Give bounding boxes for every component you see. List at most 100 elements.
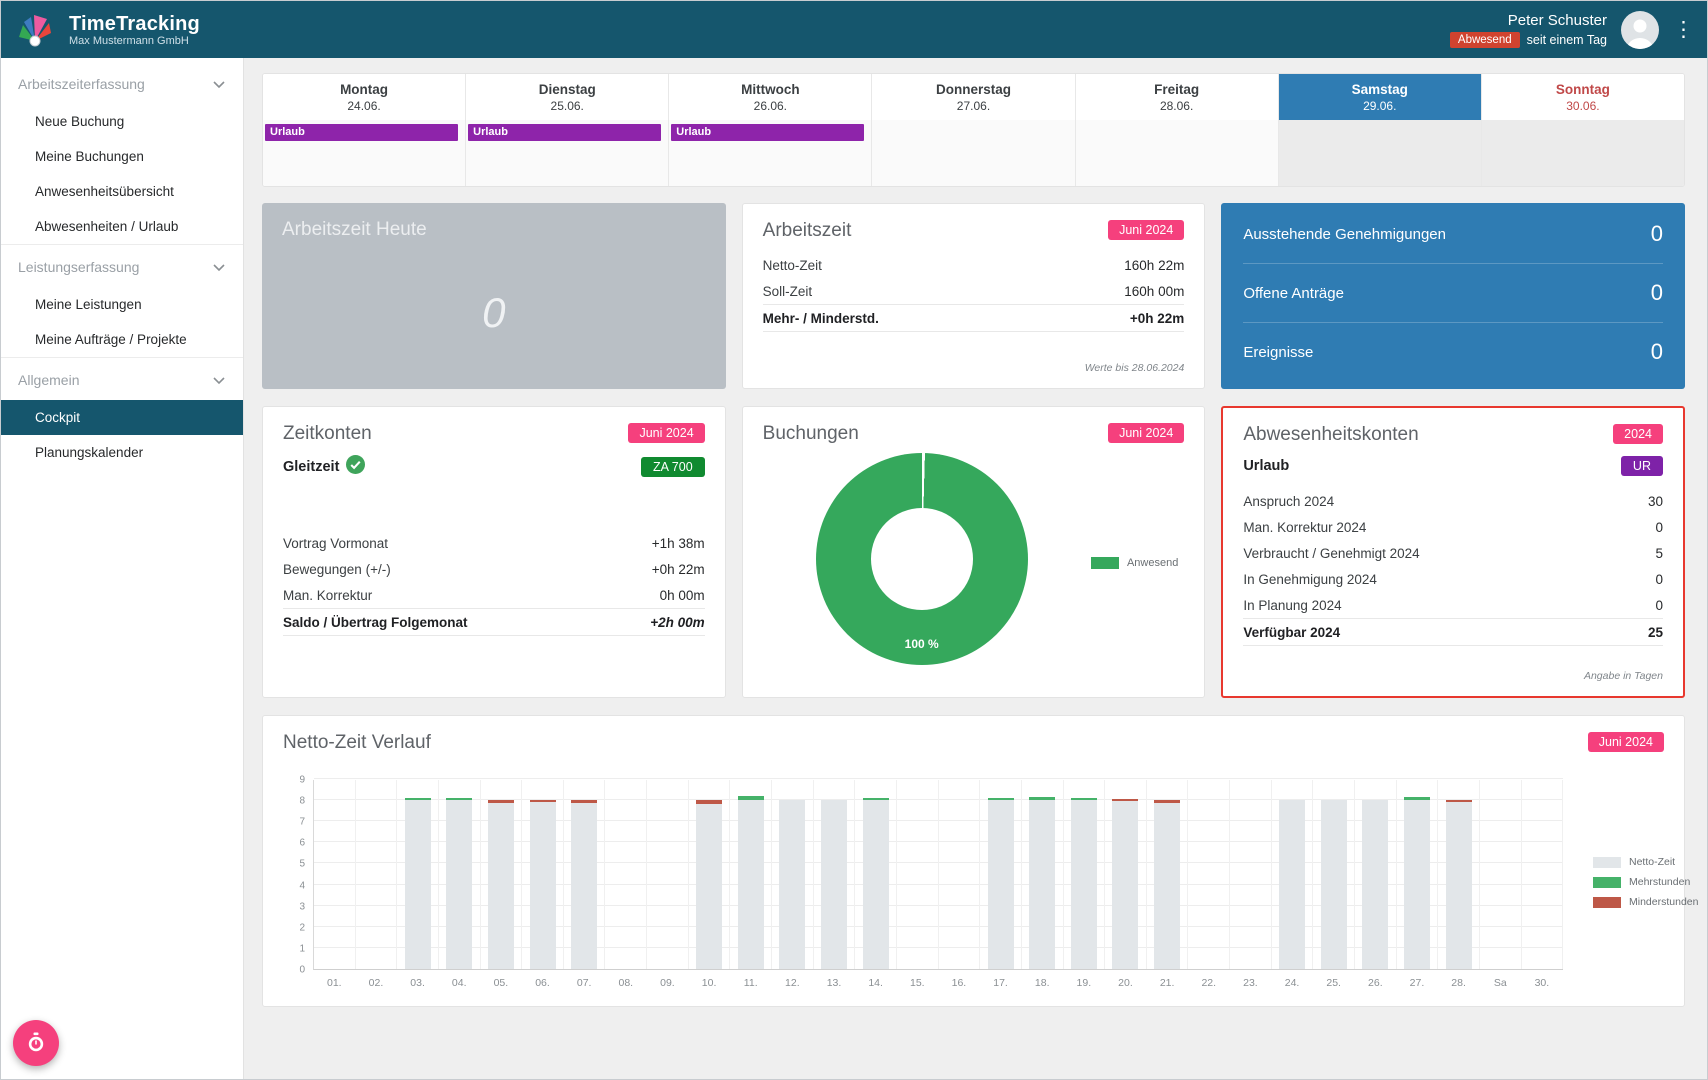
chart-legend: Netto-ZeitMehrstundenMinderstunden (1593, 856, 1698, 916)
row-label: Vortrag Vormonat (283, 536, 388, 551)
chevron-down-icon (213, 259, 225, 275)
bar-slot-11: 11. (730, 780, 772, 969)
donut-legend: Anwesend (1091, 557, 1178, 569)
bar-slot-14: 14. (855, 780, 897, 969)
card-footnote: Angabe in Tagen (1584, 670, 1663, 682)
main-content: Montag24.06.UrlaubDienstag25.06.UrlaubMi… (244, 58, 1707, 1079)
bar-slot-24: 24. (1272, 780, 1314, 969)
calendar-day-donnerstag[interactable]: Donnerstag27.06. (872, 74, 1075, 186)
legend-label: Mehrstunden (1629, 876, 1690, 888)
sidebar-section-label: Arbeitszeiterfassung (18, 76, 145, 92)
netto-zeit-segment (863, 800, 889, 969)
calendar-day-sonntag[interactable]: Sonntag30.06. (1482, 74, 1684, 186)
x-tick-label: 16. (952, 977, 967, 989)
calendar-day-mittwoch[interactable]: Mittwoch26.06.Urlaub (669, 74, 872, 186)
netto-zeit-segment (1321, 800, 1347, 969)
absence-event-bar[interactable]: Urlaub (468, 124, 661, 141)
sidebar-section-allgemein: Allgemein CockpitPlanungskalender (1, 357, 243, 470)
calendar-day-montag[interactable]: Montag24.06.Urlaub (263, 74, 466, 186)
page: TimeTracking Max Mustermann GmbH Peter S… (0, 0, 1708, 1080)
card-footnote: Werte bis 28.06.2024 (1085, 362, 1185, 374)
sidebar-item-meine-leistungen[interactable]: Meine Leistungen (1, 287, 243, 322)
absence-event-bar[interactable]: Urlaub (671, 124, 864, 141)
day-name: Sonntag (1556, 82, 1610, 97)
x-tick-label: 01. (327, 977, 342, 989)
y-tick-label: 8 (299, 796, 305, 807)
kebab-menu-icon[interactable]: ⋮ (1673, 17, 1693, 42)
row-value: +0h 22m (652, 562, 705, 577)
app-logo-icon (15, 9, 57, 51)
calendar-day-samstag[interactable]: Samstag29.06. (1279, 74, 1482, 186)
row-label: Man. Korrektur (283, 588, 372, 603)
card-row-verf-gbar-2024: Verfügbar 202425 (1243, 618, 1663, 646)
bar-slot-12: 12. (772, 780, 814, 969)
calendar-day-header: Dienstag25.06. (466, 74, 668, 120)
bar (863, 798, 889, 969)
calendar-day-dienstag[interactable]: Dienstag25.06. Urlaub (466, 74, 669, 186)
row-value: 0 (1655, 520, 1663, 535)
bar-slot-23: 23. (1230, 780, 1272, 969)
netto-zeit-segment (821, 800, 847, 969)
sidebar-section-header-leistungserfassung[interactable]: Leistungserfassung (1, 245, 243, 287)
netto-zeit-segment (1154, 803, 1180, 969)
account-label: Urlaub (1243, 458, 1289, 474)
sidebar-section-header-arbeitszeiterfassung[interactable]: Arbeitszeiterfassung (1, 62, 243, 104)
bar-slot-03: 03. (397, 780, 439, 969)
calendar-day-freitag[interactable]: Freitag28.06. (1076, 74, 1279, 186)
sidebar-item-planungskalender[interactable]: Planungskalender (1, 435, 243, 470)
x-tick-label: 17. (993, 977, 1008, 989)
x-tick-label: 12. (785, 977, 800, 989)
day-name: Donnerstag (936, 82, 1011, 97)
x-tick-label: 07. (577, 977, 592, 989)
bar-slot-10: 10. (689, 780, 731, 969)
presence-status-badge: Abwesend (1450, 32, 1520, 48)
sidebar-item-cockpit[interactable]: Cockpit (1, 400, 243, 435)
day-date: 25.06. (551, 99, 584, 113)
row-value: 25 (1648, 625, 1663, 640)
bar-slot-04: 04. (439, 780, 481, 969)
bar-slot-08: 08. (605, 780, 647, 969)
sidebar-item-abwesenheiten-urlaub[interactable]: Abwesenheiten / Urlaub (1, 209, 243, 244)
bar-slot-25: 25. (1313, 780, 1355, 969)
sidebar-item-anwesenheits-bersicht[interactable]: Anwesenheitsübersicht (1, 174, 243, 209)
x-tick-label: 06. (535, 977, 550, 989)
approval-row-ausstehende-genehmigungen[interactable]: Ausstehende Genehmigungen0 (1243, 205, 1663, 264)
bar (1154, 800, 1180, 969)
time-tracking-fab[interactable] (13, 1020, 59, 1066)
account-label: Gleitzeit (283, 459, 339, 475)
bar-slot-27: 27. (1397, 780, 1439, 969)
card-row-vortrag-vormonat: Vortrag Vormonat+1h 38m (283, 530, 705, 556)
bar-slot-28: 28. (1438, 780, 1480, 969)
row-label: Man. Korrektur 2024 (1243, 520, 1366, 535)
legend-swatch (1593, 857, 1621, 868)
person-icon (1621, 11, 1659, 49)
user-avatar[interactable] (1621, 11, 1659, 49)
calendar-day-body (1482, 120, 1684, 186)
row-value: 160h 00m (1124, 284, 1184, 299)
card-row-anspruch-2024: Anspruch 202430 (1243, 488, 1663, 514)
row-value: +0h 22m (1130, 311, 1184, 326)
absence-event-bar[interactable]: Urlaub (265, 124, 458, 141)
sidebar-item-meine-auftr-ge-projekte[interactable]: Meine Aufträge / Projekte (1, 322, 243, 357)
account-badge: ZA 700 (641, 457, 705, 477)
sidebar-item-neue-buchung[interactable]: Neue Buchung (1, 104, 243, 139)
sidebar-section-label: Allgemein (18, 372, 79, 388)
sidebar-item-meine-buchungen[interactable]: Meine Buchungen (1, 139, 243, 174)
bar-slot-07: 07. (564, 780, 606, 969)
y-tick-label: 1 (299, 943, 305, 954)
approval-row-offene-antr-ge[interactable]: Offene Anträge0 (1243, 264, 1663, 323)
bar (738, 796, 764, 969)
card-title: Zeitkonten (283, 423, 372, 445)
donut-center-label: 100 % (905, 637, 939, 651)
x-tick-label: 24. (1285, 977, 1300, 989)
approval-row-ereignisse[interactable]: Ereignisse0 (1243, 323, 1663, 381)
row-label: Bewegungen (+/-) (283, 562, 391, 577)
x-tick-label: 26. (1368, 977, 1383, 989)
netto-zeit-segment (405, 800, 431, 969)
gridline (314, 778, 1563, 779)
bar (571, 800, 597, 969)
x-tick-label: 30. (1535, 977, 1550, 989)
row-label: Netto-Zeit (763, 258, 822, 273)
sidebar-section-header-allgemein[interactable]: Allgemein (1, 358, 243, 400)
row-label: Ausstehende Genehmigungen (1243, 226, 1446, 243)
